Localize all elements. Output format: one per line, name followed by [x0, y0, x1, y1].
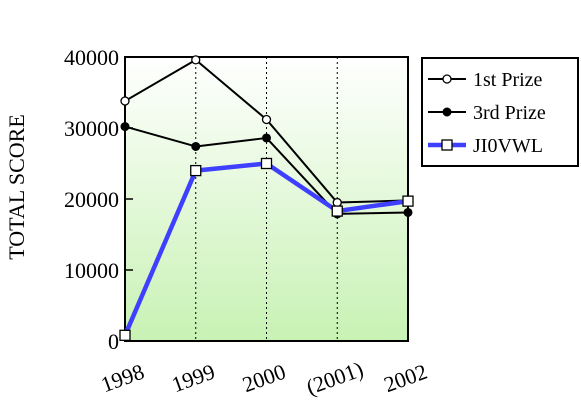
data-point: [332, 197, 342, 208]
data-point: [441, 139, 453, 151]
legend: 1st Prize 3rd Prize JI0VWL: [421, 57, 579, 167]
legend-label: 3rd Prize: [473, 102, 546, 124]
y-tick-label: 30000: [64, 116, 119, 141]
x-tick-label: 1999: [168, 359, 218, 398]
y-tick-label: 10000: [64, 258, 119, 283]
legend-item: 1st Prize: [428, 69, 543, 91]
y-tick-label: 20000: [64, 187, 119, 212]
data-point: [442, 107, 452, 117]
y-axis-label: TOTAL SCORE: [4, 114, 29, 260]
data-point: [403, 207, 413, 217]
x-tick-label: 2000: [239, 359, 289, 398]
data-point: [119, 329, 131, 341]
data-point: [120, 96, 130, 106]
series: [119, 55, 414, 341]
data-point: [191, 141, 201, 151]
legend-label: JI0VWL: [473, 135, 543, 157]
legend-item: JI0VWL: [428, 135, 543, 157]
y-tick-label: 40000: [64, 45, 119, 70]
data-point: [331, 205, 343, 217]
x-tick-label: 1998: [97, 359, 147, 398]
data-point: [120, 122, 130, 132]
data-point: [262, 133, 271, 143]
data-point: [191, 55, 201, 65]
data-point: [261, 114, 272, 125]
data-point: [190, 164, 202, 177]
data-point: [402, 195, 414, 207]
legend-label: 1st Prize: [473, 69, 543, 91]
series-2: [119, 157, 414, 341]
data-point: [442, 74, 452, 84]
legend-item: 3rd Prize: [428, 102, 546, 124]
y-axis: 0 10000 20000 30000 40000: [64, 45, 133, 354]
data-point: [260, 157, 273, 170]
x-tick-label: 2002: [380, 359, 430, 398]
x-axis: 1998 1999 2000 (2001) 2002: [97, 356, 430, 400]
y-tick-label: 0: [108, 329, 119, 354]
x-tick-label: (2001): [303, 356, 367, 400]
